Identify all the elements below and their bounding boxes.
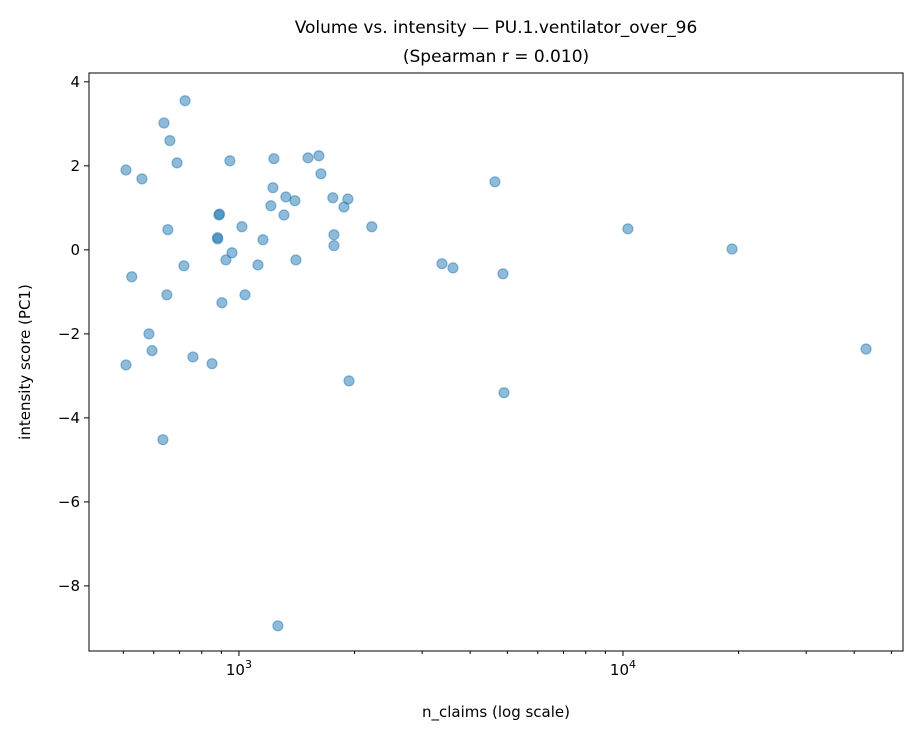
y-tick-label: 4 [70, 73, 80, 91]
data-point [171, 157, 183, 169]
data-point [278, 209, 290, 221]
data-point [236, 221, 248, 233]
data-point [338, 201, 350, 213]
y-tick-label: −6 [58, 493, 80, 511]
data-point [622, 223, 634, 235]
x-tick-label: 104 [610, 658, 636, 679]
data-point [157, 434, 169, 446]
data-point [267, 182, 279, 194]
data-point [726, 243, 738, 255]
data-point [120, 164, 132, 176]
data-point [239, 289, 251, 301]
data-point [143, 328, 155, 340]
data-point [120, 359, 132, 371]
data-point [213, 208, 226, 220]
data-point [302, 152, 314, 164]
data-point [178, 260, 190, 272]
data-point [860, 343, 872, 355]
data-point [313, 150, 325, 162]
data-point [162, 224, 174, 236]
plot-frame [88, 72, 904, 652]
points-layer [120, 95, 872, 632]
chart-title: Volume vs. intensity — PU.1.ventilator_o… [295, 18, 698, 38]
data-point [206, 358, 218, 370]
data-point [268, 153, 280, 165]
data-point [216, 297, 228, 309]
y-tick-label: −4 [58, 409, 80, 427]
data-point [179, 95, 191, 107]
data-point [212, 232, 224, 244]
data-point [328, 240, 340, 252]
y-tick-label: −2 [58, 325, 80, 343]
data-point [289, 195, 301, 207]
data-point [158, 117, 170, 129]
data-point [224, 155, 236, 167]
data-point [146, 345, 158, 357]
data-point [343, 375, 355, 387]
data-point [220, 254, 232, 266]
data-point [498, 387, 510, 399]
data-point [315, 168, 327, 180]
y-tick-label: 2 [70, 157, 80, 175]
data-point [226, 247, 238, 259]
y-tick-label: 0 [70, 241, 80, 259]
data-point [366, 221, 378, 233]
y-axis-label: intensity score (PC1) [16, 284, 34, 440]
data-point [328, 229, 340, 241]
data-point [489, 176, 501, 188]
x-tick-label: 103 [226, 658, 252, 679]
data-point [290, 254, 302, 266]
data-point [187, 351, 199, 363]
data-point [272, 620, 284, 632]
data-point [436, 258, 448, 270]
data-point [497, 268, 509, 280]
x-axis-label: n_claims (log scale) [422, 703, 570, 722]
y-tick-label: −8 [58, 577, 80, 595]
data-point [164, 135, 176, 147]
data-point [252, 259, 264, 271]
data-point [126, 271, 138, 283]
data-point [136, 173, 148, 185]
data-point [447, 262, 459, 274]
chart-subtitle: (Spearman r = 0.010) [403, 47, 589, 67]
data-point [265, 200, 277, 212]
axes-layer: 4 2 0 −2 −4 −6 −8 103 104 [58, 73, 892, 679]
data-point [161, 289, 173, 301]
data-point [327, 192, 339, 204]
data-point [257, 234, 269, 246]
